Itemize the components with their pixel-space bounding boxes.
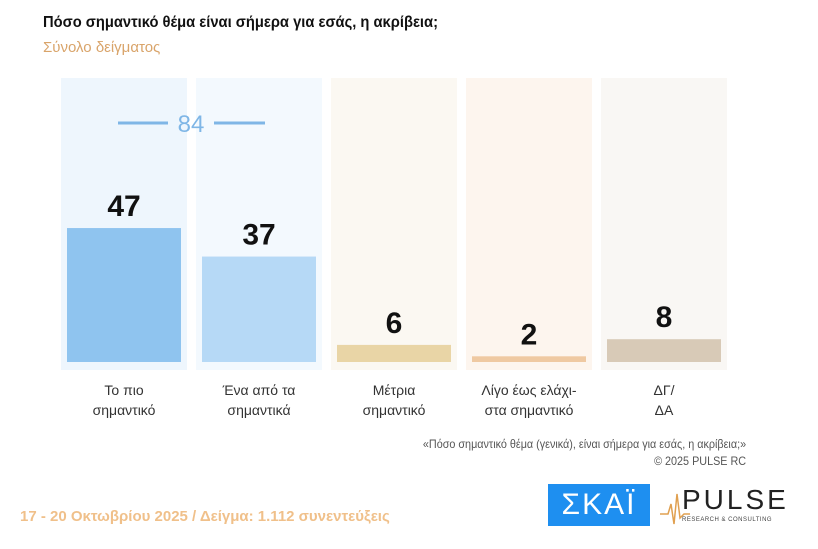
chart-subtitle: Σύνολο δείγματος	[43, 39, 161, 56]
category-label: σημαντικά	[227, 402, 290, 418]
bar	[472, 356, 586, 362]
category-label: Λίγο έως ελάχι-	[481, 382, 577, 398]
pulse-logo-sub: RESEARCH & CONSULTING	[682, 517, 773, 523]
chart-note: «Πόσο σημαντικό θέμα (γενικά), είναι σήμ…	[423, 436, 746, 470]
category-label: σημαντικό	[363, 402, 426, 418]
column-background	[601, 78, 727, 370]
bar	[202, 256, 316, 362]
category-label: στα σημαντικό	[485, 402, 574, 418]
category-label: Ένα από τα	[222, 382, 296, 398]
category-label: σημαντικό	[93, 402, 156, 418]
bar	[337, 344, 451, 362]
column-background	[466, 78, 592, 370]
category-label: ΔΓ/	[654, 382, 675, 398]
skai-logo: ΣΚΑΪ	[548, 484, 650, 526]
pulse-logo-text: PULSE	[682, 484, 789, 515]
value-label: 2	[521, 318, 538, 351]
group-total-label: 84	[178, 111, 205, 138]
value-label: 37	[242, 219, 275, 252]
pulse-logo: PULSE RESEARCH & CONSULTING	[660, 484, 786, 528]
footer-sample-info: 17 - 20 Οκτωβρίου 2025 / Δείγμα: 1.112 σ…	[20, 508, 390, 525]
bar	[607, 339, 721, 362]
category-label: ΔΑ	[655, 402, 674, 418]
chart-title: Πόσο σημαντικό θέμα είναι σήμερα για εσά…	[43, 14, 438, 31]
question-note: «Πόσο σημαντικό θέμα (γενικά), είναι σήμ…	[422, 437, 746, 451]
category-label: Το πιο	[104, 382, 143, 398]
value-label: 8	[656, 301, 673, 334]
value-label: 6	[386, 307, 403, 340]
column-background	[331, 78, 457, 370]
copyright: © 2025 PULSE RC	[653, 454, 746, 468]
bar-chart: 47 Το πιο σημαντικό 37 Ένα από τα σημαντικά 6 Μ…	[61, 78, 727, 418]
bar	[67, 228, 181, 362]
value-label: 47	[107, 190, 140, 223]
category-label: Μέτρια	[373, 382, 416, 398]
